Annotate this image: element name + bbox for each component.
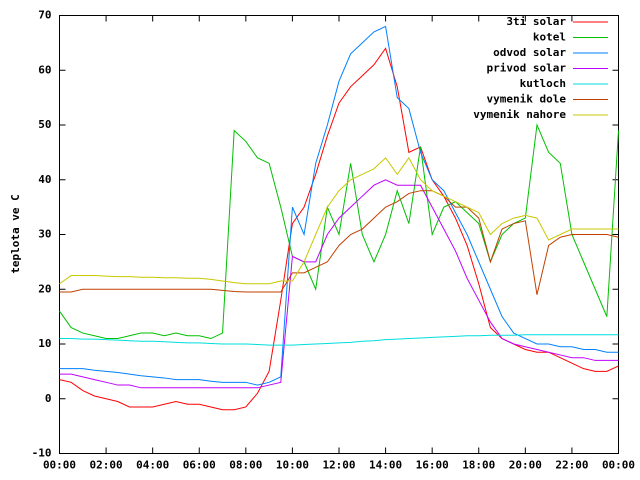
x-tick-label: 12:00	[322, 459, 355, 472]
x-tick-label: 00:00	[43, 459, 76, 472]
legend-label: vymenik dole	[487, 93, 567, 106]
legend-label: vymenik nahore	[473, 108, 566, 121]
x-tick-label: 22:00	[555, 459, 588, 472]
legend-label: odvod solar	[493, 46, 566, 59]
series-line	[59, 25, 619, 386]
y-tick-label: 40	[38, 173, 51, 186]
legend-label: 3ti solar	[506, 15, 566, 28]
series-line	[59, 334, 619, 346]
y-tick-label: 50	[38, 118, 51, 131]
x-tick-label: 18:00	[462, 459, 495, 472]
legend-label: privod solar	[487, 62, 567, 75]
series-line	[59, 179, 619, 389]
y-tick-label: 30	[38, 228, 51, 241]
x-tick-label: 14:00	[369, 459, 402, 472]
x-tick-label: 08:00	[229, 459, 262, 472]
y-tick-label: 0	[45, 392, 52, 405]
x-tick-label: 16:00	[416, 459, 449, 472]
x-tick-label: 04:00	[136, 459, 169, 472]
x-tick-label: 20:00	[509, 459, 542, 472]
series-line	[59, 123, 619, 340]
x-tick-label: 10:00	[276, 459, 309, 472]
y-tick-label: 60	[38, 63, 51, 76]
y-tick-label: -10	[32, 447, 52, 460]
y-tick-label: 10	[38, 337, 51, 350]
series-line	[59, 190, 619, 295]
x-tick-label: 02:00	[90, 459, 123, 472]
y-tick-label: 70	[38, 9, 51, 22]
y-axis-label: teplota ve C	[9, 194, 22, 273]
legend-label: kutloch	[520, 77, 566, 90]
x-tick-label: 00:00	[602, 459, 635, 472]
legend-label: kotel	[533, 31, 566, 44]
x-tick-label: 06:00	[183, 459, 216, 472]
y-tick-label: 20	[38, 282, 51, 295]
series-line	[59, 47, 619, 411]
series-line	[59, 156, 619, 285]
